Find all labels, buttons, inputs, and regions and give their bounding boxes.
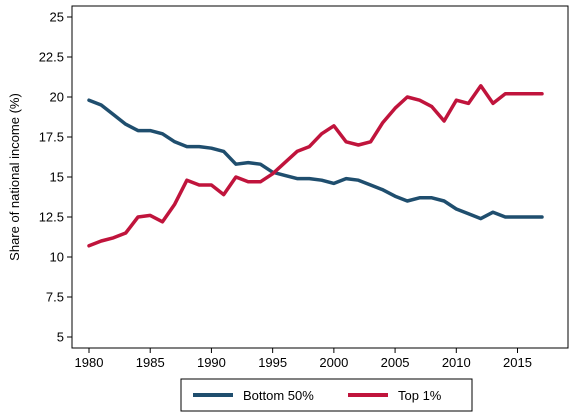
y-tick-label: 7.5 (46, 290, 64, 305)
series-layer (87, 84, 544, 248)
x-tick-label: 1985 (136, 355, 165, 370)
x-tick-label: 1980 (75, 355, 104, 370)
y-tick-label: 22.5 (39, 50, 64, 65)
series-line-top-1 (87, 84, 544, 248)
x-tick-label: 1995 (258, 355, 287, 370)
x-tick-label: 2010 (442, 355, 471, 370)
plot-frame (71, 5, 569, 349)
y-axis: 5 7.5 10 12.5 15 17.5 20 22.5 25 (39, 10, 72, 345)
y-axis-title: Share of national income (%) (7, 93, 22, 261)
y-tick-label: 10 (50, 250, 64, 265)
y-tick-label: 17.5 (39, 130, 64, 145)
x-tick-label: 1990 (197, 355, 226, 370)
y-tick-label: 20 (50, 90, 64, 105)
legend-label-bottom-50: Bottom 50% (243, 388, 314, 403)
y-tick-label: 12.5 (39, 210, 64, 225)
legend-label-top-1: Top 1% (398, 388, 442, 403)
x-tick-label: 2005 (381, 355, 410, 370)
x-axis: 1980 1985 1990 1995 2000 2005 2010 2015 (75, 348, 532, 370)
y-tick-label: 25 (50, 10, 64, 25)
legend: Bottom 50% Top 1% (180, 378, 473, 412)
x-tick-label: 2000 (319, 355, 348, 370)
series-line-bottom-50 (87, 98, 544, 221)
y-tick-label: 5 (57, 330, 64, 345)
y-tick-label: 15 (50, 170, 64, 185)
x-tick-label: 2015 (503, 355, 532, 370)
